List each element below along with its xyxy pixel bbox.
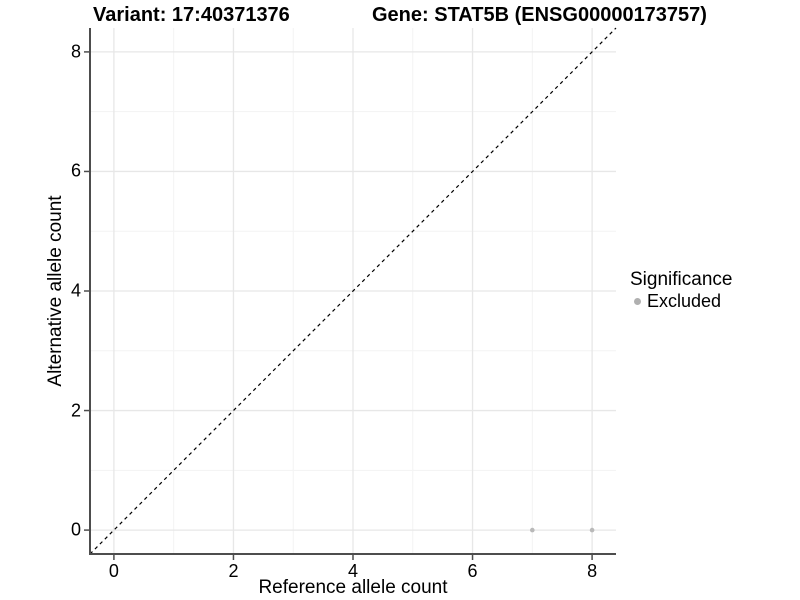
data-point — [589, 527, 595, 533]
y-tick-label: 8 — [70, 41, 81, 62]
legend-item-label: Excluded — [647, 291, 722, 311]
x-tick-label: 4 — [347, 561, 359, 581]
identity-line — [89, 27, 617, 555]
plot-title-variant: Variant: 17:40371376 — [93, 4, 290, 26]
x-tick-label: 6 — [467, 561, 478, 581]
legend: Significance Excluded — [630, 268, 732, 312]
x-axis-title: Reference allele count — [258, 577, 448, 598]
plot-title-gene: Gene: STAT5B (ENSG00000173757) — [372, 4, 707, 26]
legend-title: Significance — [630, 269, 733, 290]
x-tick-label: 0 — [108, 561, 119, 581]
y-axis-title: Alternative allele count — [45, 195, 66, 387]
data-point — [530, 527, 535, 533]
x-tick-label: 2 — [228, 561, 239, 581]
y-tick-label: 0 — [70, 519, 81, 540]
y-tick-label: 2 — [70, 400, 81, 421]
y-tick-label: 6 — [70, 160, 81, 181]
y-tick-label: 4 — [70, 280, 81, 301]
legend-point-icon — [634, 298, 641, 305]
legend-item-excluded: Excluded — [630, 291, 732, 312]
x-tick-label: 8 — [587, 561, 598, 581]
